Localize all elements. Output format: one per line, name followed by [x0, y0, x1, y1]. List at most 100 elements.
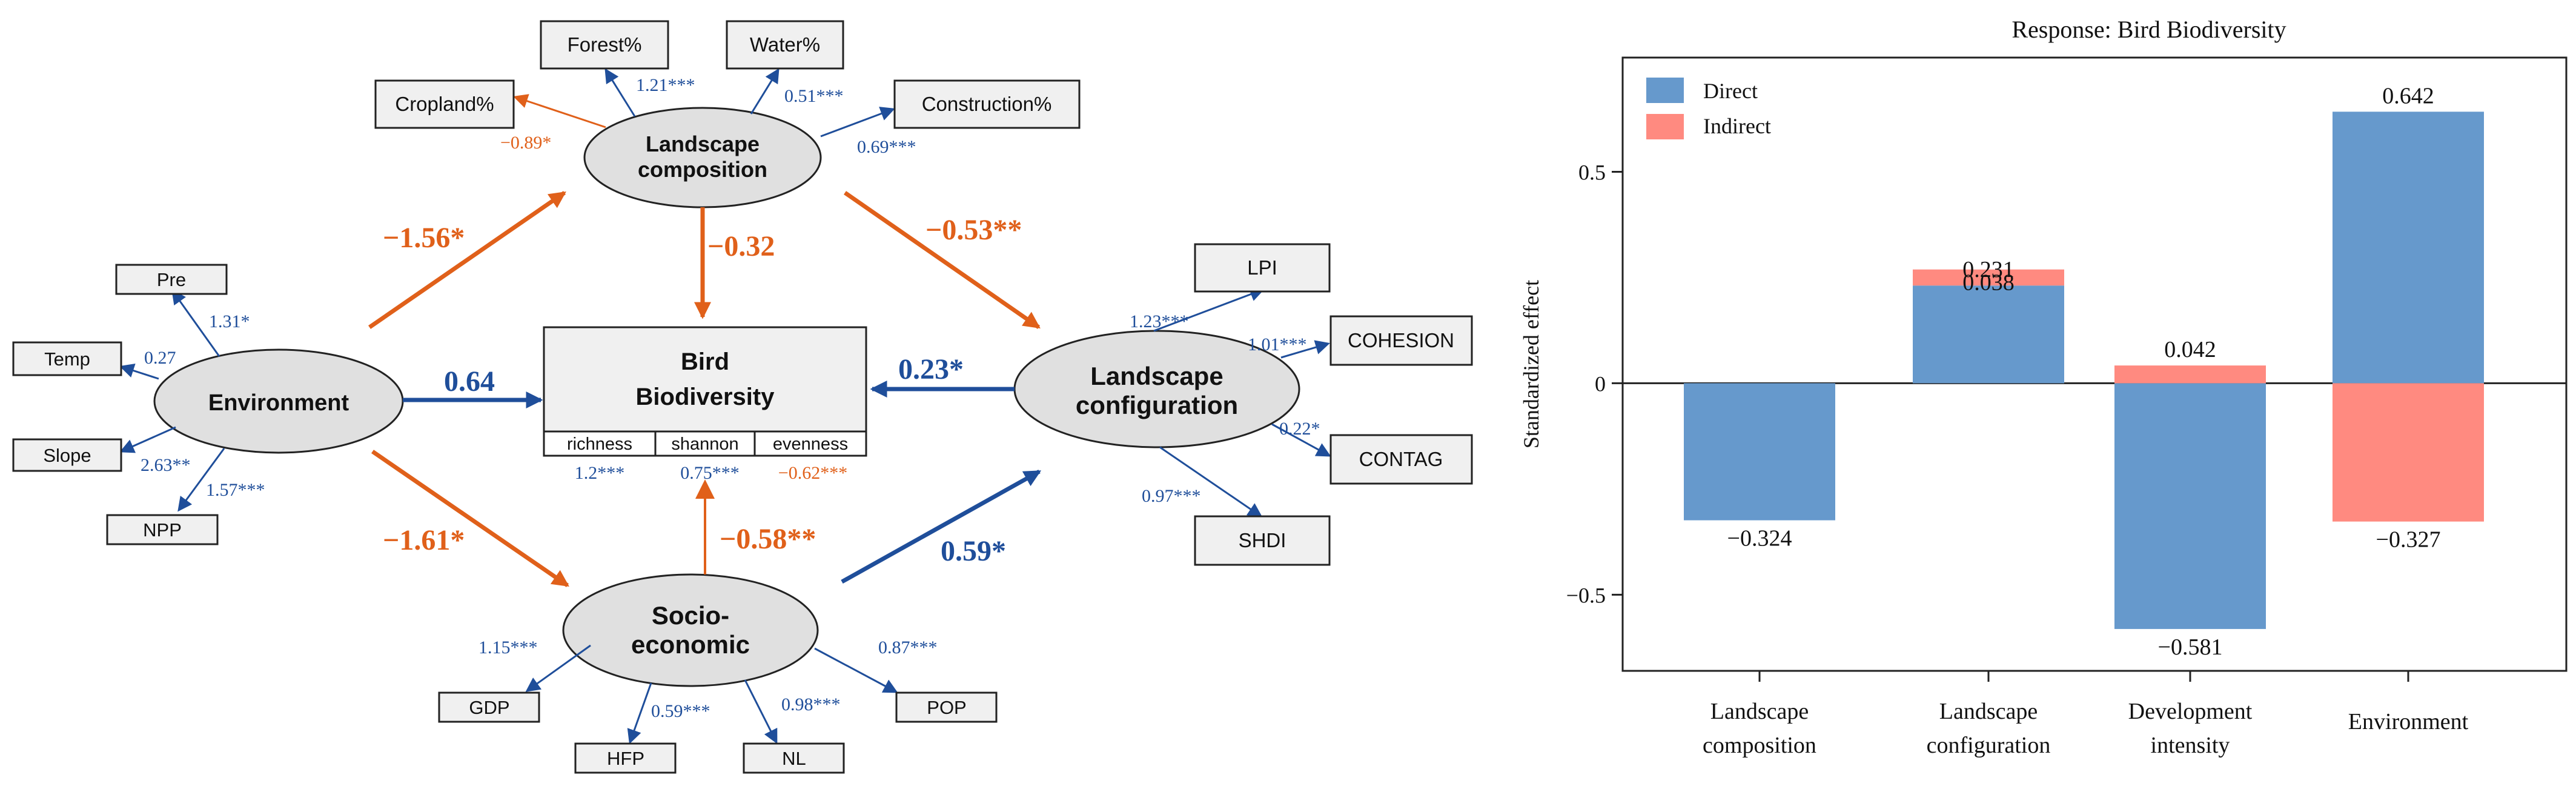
indicator-cohesion: COHESION: [1348, 329, 1454, 351]
y-axis: −0.5 0 0.5: [1566, 160, 1623, 607]
environment-label: Environment: [208, 390, 349, 416]
loading-hfp: 0.59***: [651, 701, 710, 721]
loading-richness: 1.2***: [575, 463, 625, 483]
loading-slope: 2.63**: [141, 455, 191, 475]
indicator-shannon: shannon: [671, 435, 738, 454]
loading-evenness: −0.62***: [778, 463, 847, 483]
indicator-slope: Slope: [43, 445, 91, 466]
x-tick-label: Environment: [2348, 709, 2469, 734]
loading-temp: 0.27: [144, 348, 176, 368]
loading-water: 0.51***: [784, 86, 844, 106]
environment-indicators: [12, 264, 228, 545]
path-env-socioeconomic: [371, 450, 569, 587]
x-tick-label: Landscape: [1710, 699, 1809, 724]
x-tick-label: intensity: [2151, 733, 2230, 758]
indicator-temp: Temp: [44, 348, 90, 370]
legend: Direct Indirect: [1646, 78, 1771, 139]
coef-composition-biodiversity: −0.32: [707, 230, 775, 262]
coef-composition-configuration: −0.53**: [925, 214, 1022, 246]
bird-biodiversity-node: [543, 326, 867, 457]
direct-bar: [1684, 383, 1835, 521]
loading-forest: 1.21***: [636, 75, 695, 95]
indicator-richness: richness: [567, 435, 632, 454]
indicator-construction: Construction%: [922, 93, 1052, 115]
direct-value-label: −0.324: [1727, 526, 1792, 551]
bird-biodiversity-title: Biodiversity: [636, 384, 775, 410]
indirect-bar: [2114, 365, 2266, 384]
legend-direct-swatch: [1646, 78, 1684, 103]
y-tick-label: −0.5: [1566, 583, 1606, 607]
loading-contag: 0.22*: [1279, 419, 1320, 439]
landscape-composition-label: Landscape: [646, 132, 760, 156]
coef-socioeconomic-biodiversity: −0.58**: [720, 523, 816, 555]
loading-construction: 0.69***: [857, 137, 916, 157]
loading-cropland: −0.89*: [500, 133, 551, 153]
indirect-value-label: 0.038: [1962, 270, 2015, 296]
y-tick-label: 0.5: [1578, 160, 1606, 184]
indicator-gdp: GDP: [469, 697, 509, 718]
loading-nl: 0.98***: [781, 694, 841, 714]
indicator-nl: NL: [782, 748, 806, 769]
legend-indirect-label: Indirect: [1703, 114, 1771, 138]
socioeconomic-node: [562, 573, 819, 687]
chart-title: Response: Bird Biodiversity: [2011, 16, 2286, 43]
x-tick-label: Landscape: [1939, 699, 2038, 724]
indicator-cropland: Cropland%: [395, 93, 494, 115]
coef-env-biodiversity: 0.64: [444, 365, 495, 398]
legend-direct-label: Direct: [1703, 79, 1758, 103]
x-axis: Landscape composition Landscape configurati…: [1703, 671, 2469, 758]
socioeconomic-label: economic: [631, 630, 750, 659]
indicator-shdi: SHDI: [1239, 529, 1286, 551]
direct-value-label: 0.231: [1962, 257, 2015, 282]
indirect-bar: [2333, 383, 2484, 522]
direct-bar: [1913, 285, 2064, 384]
composition-indicators: [374, 20, 1081, 138]
path-composition-configuration: [844, 191, 1041, 329]
socioeconomic-indicators: [438, 644, 998, 774]
landscape-composition-label: composition: [638, 157, 767, 182]
direct-bar: [2114, 383, 2266, 629]
landscape-configuration-label: configuration: [1076, 391, 1238, 419]
direct-value-label: 0.642: [2382, 83, 2434, 108]
plot-frame: [1621, 56, 2568, 672]
y-axis-label: Standardized effect: [1519, 280, 1543, 448]
indicator-npp: NPP: [143, 519, 182, 541]
indirect-value-label: −0.327: [2376, 527, 2441, 553]
indicator-hfp: HFP: [607, 748, 644, 769]
indicator-lpi: LPI: [1247, 256, 1277, 279]
loading-lpi: 1.23***: [1130, 311, 1189, 331]
indicator-evenness: evenness: [773, 435, 848, 454]
loading-npp: 1.57***: [206, 480, 265, 500]
coef-socioeconomic-configuration: 0.59*: [941, 535, 1006, 567]
socioeconomic-label: Socio-: [652, 601, 729, 630]
path-socioeconomic-configuration: [841, 469, 1042, 584]
bird-biodiversity-title: Bird: [681, 348, 729, 375]
loading-pop: 0.87***: [878, 638, 938, 658]
loading-shdi: 0.97***: [1142, 486, 1201, 506]
coef-env-socioeconomic: −1.61*: [383, 524, 465, 556]
indicator-water: Water%: [750, 33, 820, 56]
sem-diagram: Environment Landscape composition Landsc…: [12, 20, 1473, 774]
effects-bar-chart: Response: Bird Biodiversity Standardized…: [1519, 16, 2568, 758]
x-tick-label: Development: [2128, 699, 2253, 724]
loading-pre: 1.31*: [209, 311, 250, 331]
indicator-forest: Forest%: [568, 33, 642, 56]
coef-env-composition: −1.56*: [383, 222, 465, 254]
loading-shannon: 0.75***: [680, 463, 740, 483]
loading-cohesion: 1.01***: [1248, 335, 1307, 355]
indirect-value-label: 0.042: [2164, 337, 2216, 362]
path-env-composition: [368, 191, 566, 329]
loading-gdp: 1.15***: [478, 638, 538, 658]
direct-value-label: −0.581: [2158, 634, 2223, 660]
direct-bar: [2333, 112, 2484, 384]
indicator-contag: CONTAG: [1359, 448, 1443, 470]
indicator-pre: Pre: [157, 269, 186, 290]
coef-configuration-biodiversity: 0.23*: [898, 353, 964, 385]
configuration-indicators: [1153, 243, 1473, 566]
y-tick-label: 0: [1595, 371, 1606, 396]
bars: [1684, 112, 2484, 629]
x-tick-label: composition: [1703, 733, 1816, 758]
